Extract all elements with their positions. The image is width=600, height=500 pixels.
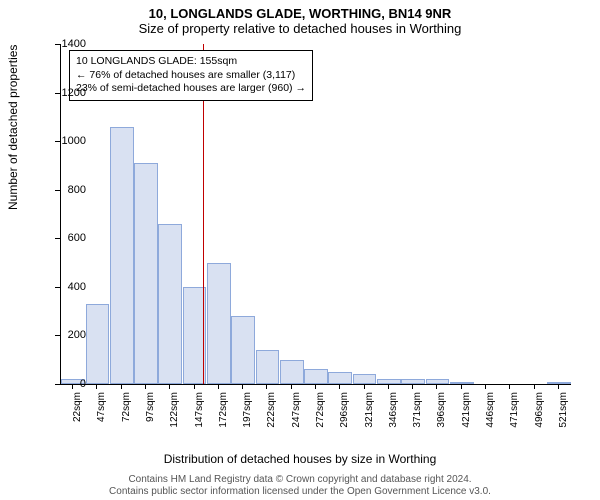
histogram-bar [231,316,255,384]
y-tick-label: 400 [46,281,86,293]
y-tick-label: 800 [46,184,86,196]
annotation-line1: 10 LONGLANDS GLADE: 155sqm [76,55,306,69]
histogram-bar [280,360,304,384]
histogram-bar [207,263,231,384]
annotation-line3: 23% of semi-detached houses are larger (… [76,82,306,96]
y-tick-mark [55,44,60,45]
y-tick-label: 600 [46,232,86,244]
x-tick-label: 446sqm [485,392,496,452]
x-tick-label: 272sqm [315,392,326,452]
x-tick-mark [169,384,170,389]
y-axis-label: Number of detached properties [6,45,20,210]
plot-area: 10 LONGLANDS GLADE: 155sqm← 76% of detac… [60,44,571,385]
x-tick-mark [534,384,535,389]
histogram-bar [328,372,352,384]
histogram-bar [256,350,280,384]
y-tick-mark [55,287,60,288]
x-tick-label: 496sqm [534,392,545,452]
x-tick-mark [485,384,486,389]
x-tick-label: 47sqm [96,392,107,452]
x-tick-mark [291,384,292,389]
x-tick-mark [194,384,195,389]
y-tick-mark [55,384,60,385]
x-tick-label: 222sqm [266,392,277,452]
y-tick-label: 200 [46,329,86,341]
histogram-bar [547,382,571,384]
y-tick-mark [55,141,60,142]
x-tick-label: 421sqm [461,392,472,452]
x-tick-mark [461,384,462,389]
x-tick-mark [509,384,510,389]
x-tick-mark [121,384,122,389]
x-tick-mark [218,384,219,389]
histogram-bar [450,382,474,384]
footer-attribution: Contains HM Land Registry data © Crown c… [0,474,600,498]
histogram-bar [353,374,377,384]
footer-line2: Contains public sector information licen… [0,486,600,498]
x-tick-mark [72,384,73,389]
chart-container: 10, LONGLANDS GLADE, WORTHING, BN14 9NR … [0,0,600,500]
y-tick-label: 1000 [46,135,86,147]
x-tick-mark [315,384,316,389]
x-tick-mark [436,384,437,389]
x-tick-mark [388,384,389,389]
y-tick-label: 1400 [46,38,86,50]
x-tick-mark [339,384,340,389]
x-tick-mark [266,384,267,389]
histogram-bar [158,224,182,384]
chart-title-line1: 10, LONGLANDS GLADE, WORTHING, BN14 9NR [0,0,600,21]
x-axis-label: Distribution of detached houses by size … [0,452,600,466]
histogram-bar [86,304,110,384]
y-tick-label: 0 [46,378,86,390]
x-tick-label: 97sqm [145,392,156,452]
y-tick-mark [55,335,60,336]
x-tick-label: 521sqm [558,392,569,452]
x-tick-label: 172sqm [218,392,229,452]
x-tick-label: 371sqm [412,392,423,452]
histogram-bar [377,379,401,384]
x-tick-label: 321sqm [364,392,375,452]
x-tick-label: 197sqm [242,392,253,452]
annotation-box: 10 LONGLANDS GLADE: 155sqm← 76% of detac… [69,50,313,101]
x-tick-mark [242,384,243,389]
x-tick-label: 396sqm [436,392,447,452]
x-tick-label: 72sqm [121,392,132,452]
x-tick-label: 147sqm [194,392,205,452]
y-tick-mark [55,190,60,191]
x-tick-mark [96,384,97,389]
y-tick-mark [55,238,60,239]
histogram-bar [110,127,134,384]
y-tick-label: 1200 [46,87,86,99]
histogram-bar [304,369,328,384]
x-tick-mark [412,384,413,389]
y-tick-mark [55,93,60,94]
x-tick-mark [364,384,365,389]
x-tick-label: 122sqm [169,392,180,452]
x-tick-label: 247sqm [291,392,302,452]
x-tick-label: 296sqm [339,392,350,452]
chart-title-line2: Size of property relative to detached ho… [0,21,600,40]
x-tick-mark [145,384,146,389]
x-tick-label: 346sqm [388,392,399,452]
annotation-line2: ← 76% of detached houses are smaller (3,… [76,69,306,83]
x-tick-label: 471sqm [509,392,520,452]
histogram-bar [134,163,158,384]
x-tick-label: 22sqm [72,392,83,452]
x-tick-mark [558,384,559,389]
footer-line1: Contains HM Land Registry data © Crown c… [0,474,600,486]
